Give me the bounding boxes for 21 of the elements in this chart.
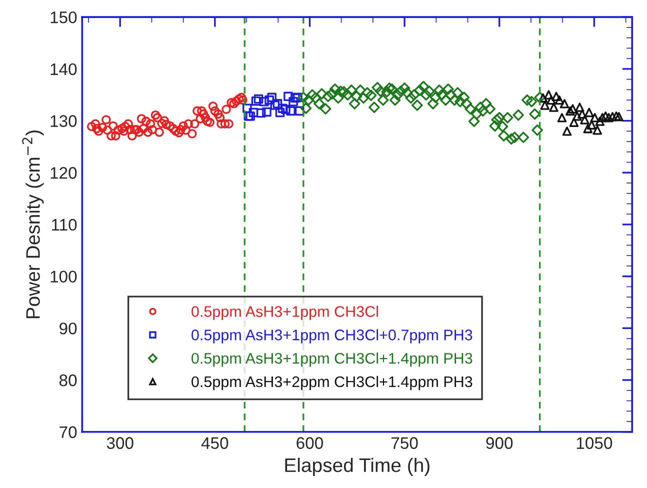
y-tick-label: 140 (50, 63, 77, 76)
x-tick-label: 300 (106, 437, 134, 449)
x-tick-label: 900 (486, 437, 513, 449)
y-tick-label: 70 (60, 426, 77, 438)
y-tick-label: 80 (59, 374, 77, 386)
y-tick-label: 150 (50, 11, 77, 24)
y-tick-label: 90 (60, 322, 77, 334)
x-axis-title: Elapsed Time (h) (285, 458, 430, 476)
y-tick-label: 100 (50, 270, 77, 283)
y-axis-title: Power Desnity (cm$^{−2}$) (22, 130, 44, 318)
legend-label: 0.5ppm AsH3+1ppm CH3Cl+0.7ppm PH3 (192, 329, 472, 344)
legend-label: 0.5ppm AsH3+1ppm CH3Cl+1.4ppm PH3 (192, 352, 472, 367)
y-tick-label: 110 (52, 218, 77, 231)
x-tick-label: 600 (296, 437, 323, 449)
legend-label: 0.5ppm AsH3+2ppm CH3Cl+1.4ppm PH3 (192, 376, 472, 390)
y-tick-label: 120 (50, 167, 77, 179)
x-tick-label: 450 (201, 437, 228, 449)
y-tick-label: 130 (50, 115, 77, 127)
legend-label: 0.5ppm AsH3+1ppm CH3Cl (192, 306, 378, 320)
x-tick-label: 1050 (576, 437, 612, 449)
x-tick-label: 750 (392, 437, 418, 449)
